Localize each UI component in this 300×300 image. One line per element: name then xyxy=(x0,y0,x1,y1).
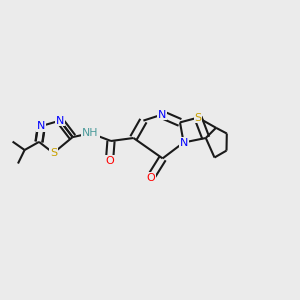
Text: N: N xyxy=(179,137,188,148)
Text: NH: NH xyxy=(82,128,99,138)
Text: N: N xyxy=(158,110,166,120)
Text: N: N xyxy=(56,116,64,126)
Text: S: S xyxy=(50,148,57,158)
Text: O: O xyxy=(105,155,114,166)
Text: O: O xyxy=(146,172,155,183)
Text: N: N xyxy=(37,121,46,131)
Text: S: S xyxy=(194,112,202,123)
